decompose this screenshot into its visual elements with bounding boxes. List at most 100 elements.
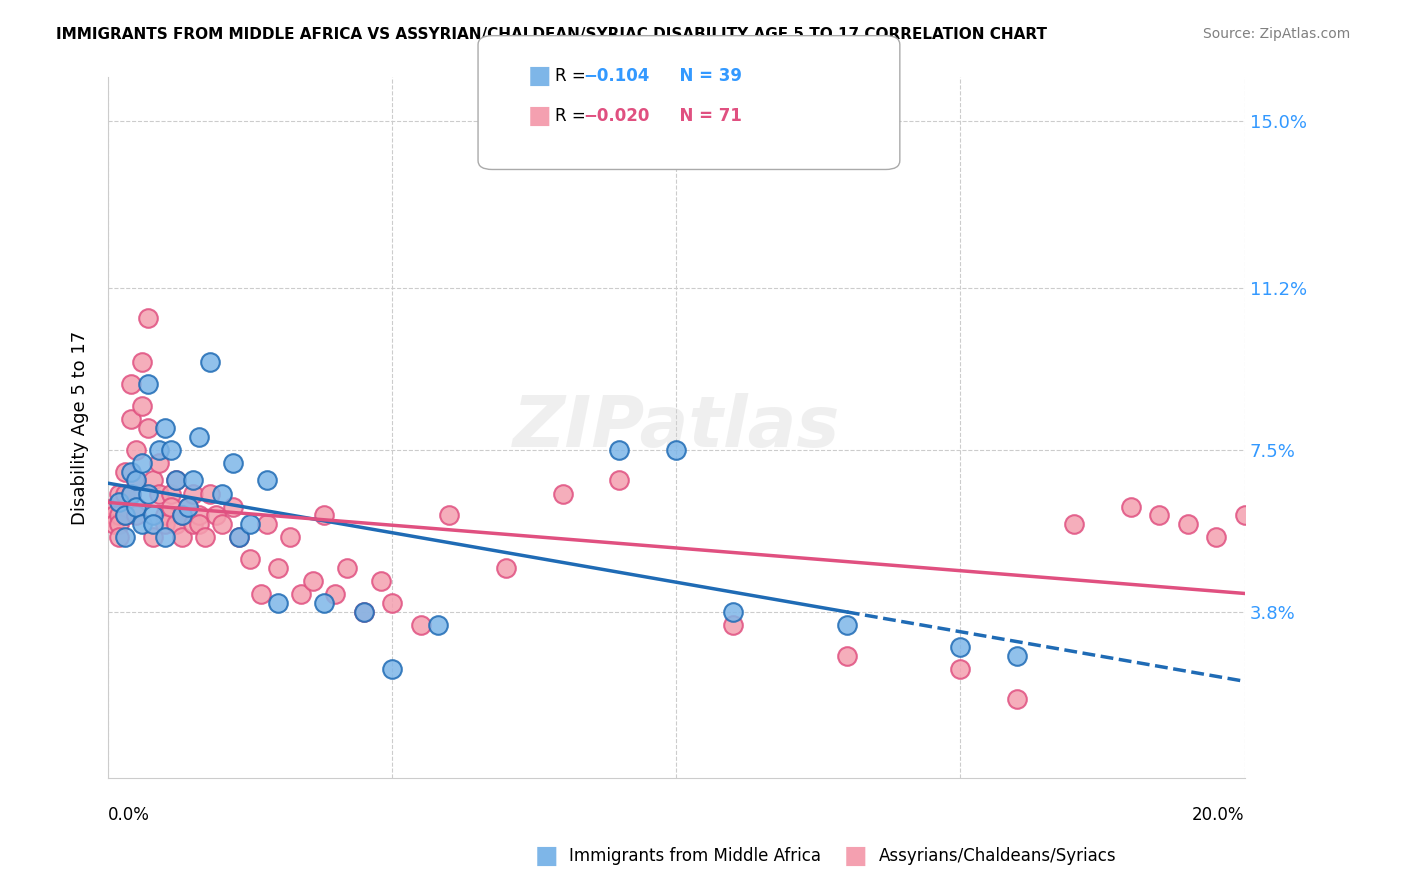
Point [267, 596, 290, 610]
Point [211, 486, 233, 500]
Point [125, 474, 148, 488]
Point [323, 587, 346, 601]
Text: Source: ZipAtlas.com: Source: ZipAtlas.com [1202, 27, 1350, 41]
Point [495, 561, 517, 575]
Point [211, 517, 233, 532]
Point [170, 508, 193, 523]
Point [1007, 648, 1029, 663]
Point [176, 500, 198, 514]
Point [159, 442, 181, 457]
Text: R =: R = [555, 107, 592, 125]
Point [1149, 508, 1171, 523]
Point [200, 355, 222, 369]
Point [301, 574, 323, 589]
Point [136, 421, 159, 435]
Point [256, 474, 278, 488]
Point [114, 486, 136, 500]
Text: Immigrants from Middle Africa: Immigrants from Middle Africa [569, 847, 821, 865]
Point [278, 530, 301, 544]
Point [120, 486, 142, 500]
Point [142, 508, 165, 523]
Point [609, 474, 631, 488]
Point [665, 442, 688, 457]
Point [426, 618, 449, 632]
Point [1233, 508, 1256, 523]
Point [1177, 517, 1199, 532]
Point [1007, 692, 1029, 706]
Point [290, 587, 312, 601]
Point [336, 561, 359, 575]
Text: ■: ■ [527, 104, 551, 128]
Point [187, 429, 209, 443]
Point [120, 412, 142, 426]
Point [153, 508, 176, 523]
Point [267, 561, 290, 575]
Point [108, 495, 131, 509]
Text: R =: R = [555, 67, 592, 85]
Point [949, 662, 972, 676]
Point [181, 486, 204, 500]
Point [437, 508, 460, 523]
Point [312, 596, 335, 610]
Point [835, 648, 858, 663]
Point [200, 486, 222, 500]
Point [181, 474, 204, 488]
Point [108, 508, 131, 523]
Text: 0.0%: 0.0% [108, 806, 150, 824]
Point [153, 421, 176, 435]
Point [142, 517, 165, 532]
Point [609, 442, 631, 457]
Point [239, 552, 262, 566]
Point [120, 465, 142, 479]
Point [721, 605, 744, 619]
Text: ■: ■ [534, 845, 558, 868]
Point [187, 508, 209, 523]
Point [222, 456, 245, 470]
Point [114, 530, 136, 544]
Point [153, 517, 176, 532]
Point [131, 517, 153, 532]
Point [165, 474, 187, 488]
Point [187, 517, 209, 532]
Y-axis label: Disability Age 5 to 17: Disability Age 5 to 17 [72, 331, 89, 525]
Point [353, 605, 375, 619]
Point [120, 377, 142, 392]
Point [239, 517, 262, 532]
Point [250, 587, 273, 601]
Point [125, 500, 148, 514]
Point [114, 508, 136, 523]
Point [131, 456, 153, 470]
Point [165, 474, 187, 488]
Point [205, 508, 228, 523]
Point [148, 456, 170, 470]
Point [409, 618, 432, 632]
Point [136, 311, 159, 326]
Point [120, 486, 142, 500]
Text: N = 39: N = 39 [668, 67, 742, 85]
Point [170, 530, 193, 544]
Text: ZIPatlas: ZIPatlas [513, 393, 839, 462]
Point [949, 640, 972, 654]
Point [228, 530, 250, 544]
Point [551, 486, 574, 500]
Point [1205, 530, 1227, 544]
Point [125, 474, 148, 488]
Text: N = 71: N = 71 [668, 107, 742, 125]
Point [1063, 517, 1085, 532]
Point [222, 500, 245, 514]
Point [370, 574, 392, 589]
Point [381, 596, 404, 610]
Point [194, 530, 217, 544]
Point [114, 508, 136, 523]
Point [125, 508, 148, 523]
Point [170, 508, 193, 523]
Text: Assyrians/Chaldeans/Syriacs: Assyrians/Chaldeans/Syriacs [879, 847, 1116, 865]
Point [312, 508, 335, 523]
Text: ■: ■ [527, 64, 551, 87]
Point [131, 355, 153, 369]
Point [108, 486, 131, 500]
Point [381, 662, 404, 676]
Point [165, 517, 187, 532]
Point [353, 605, 375, 619]
Point [125, 442, 148, 457]
